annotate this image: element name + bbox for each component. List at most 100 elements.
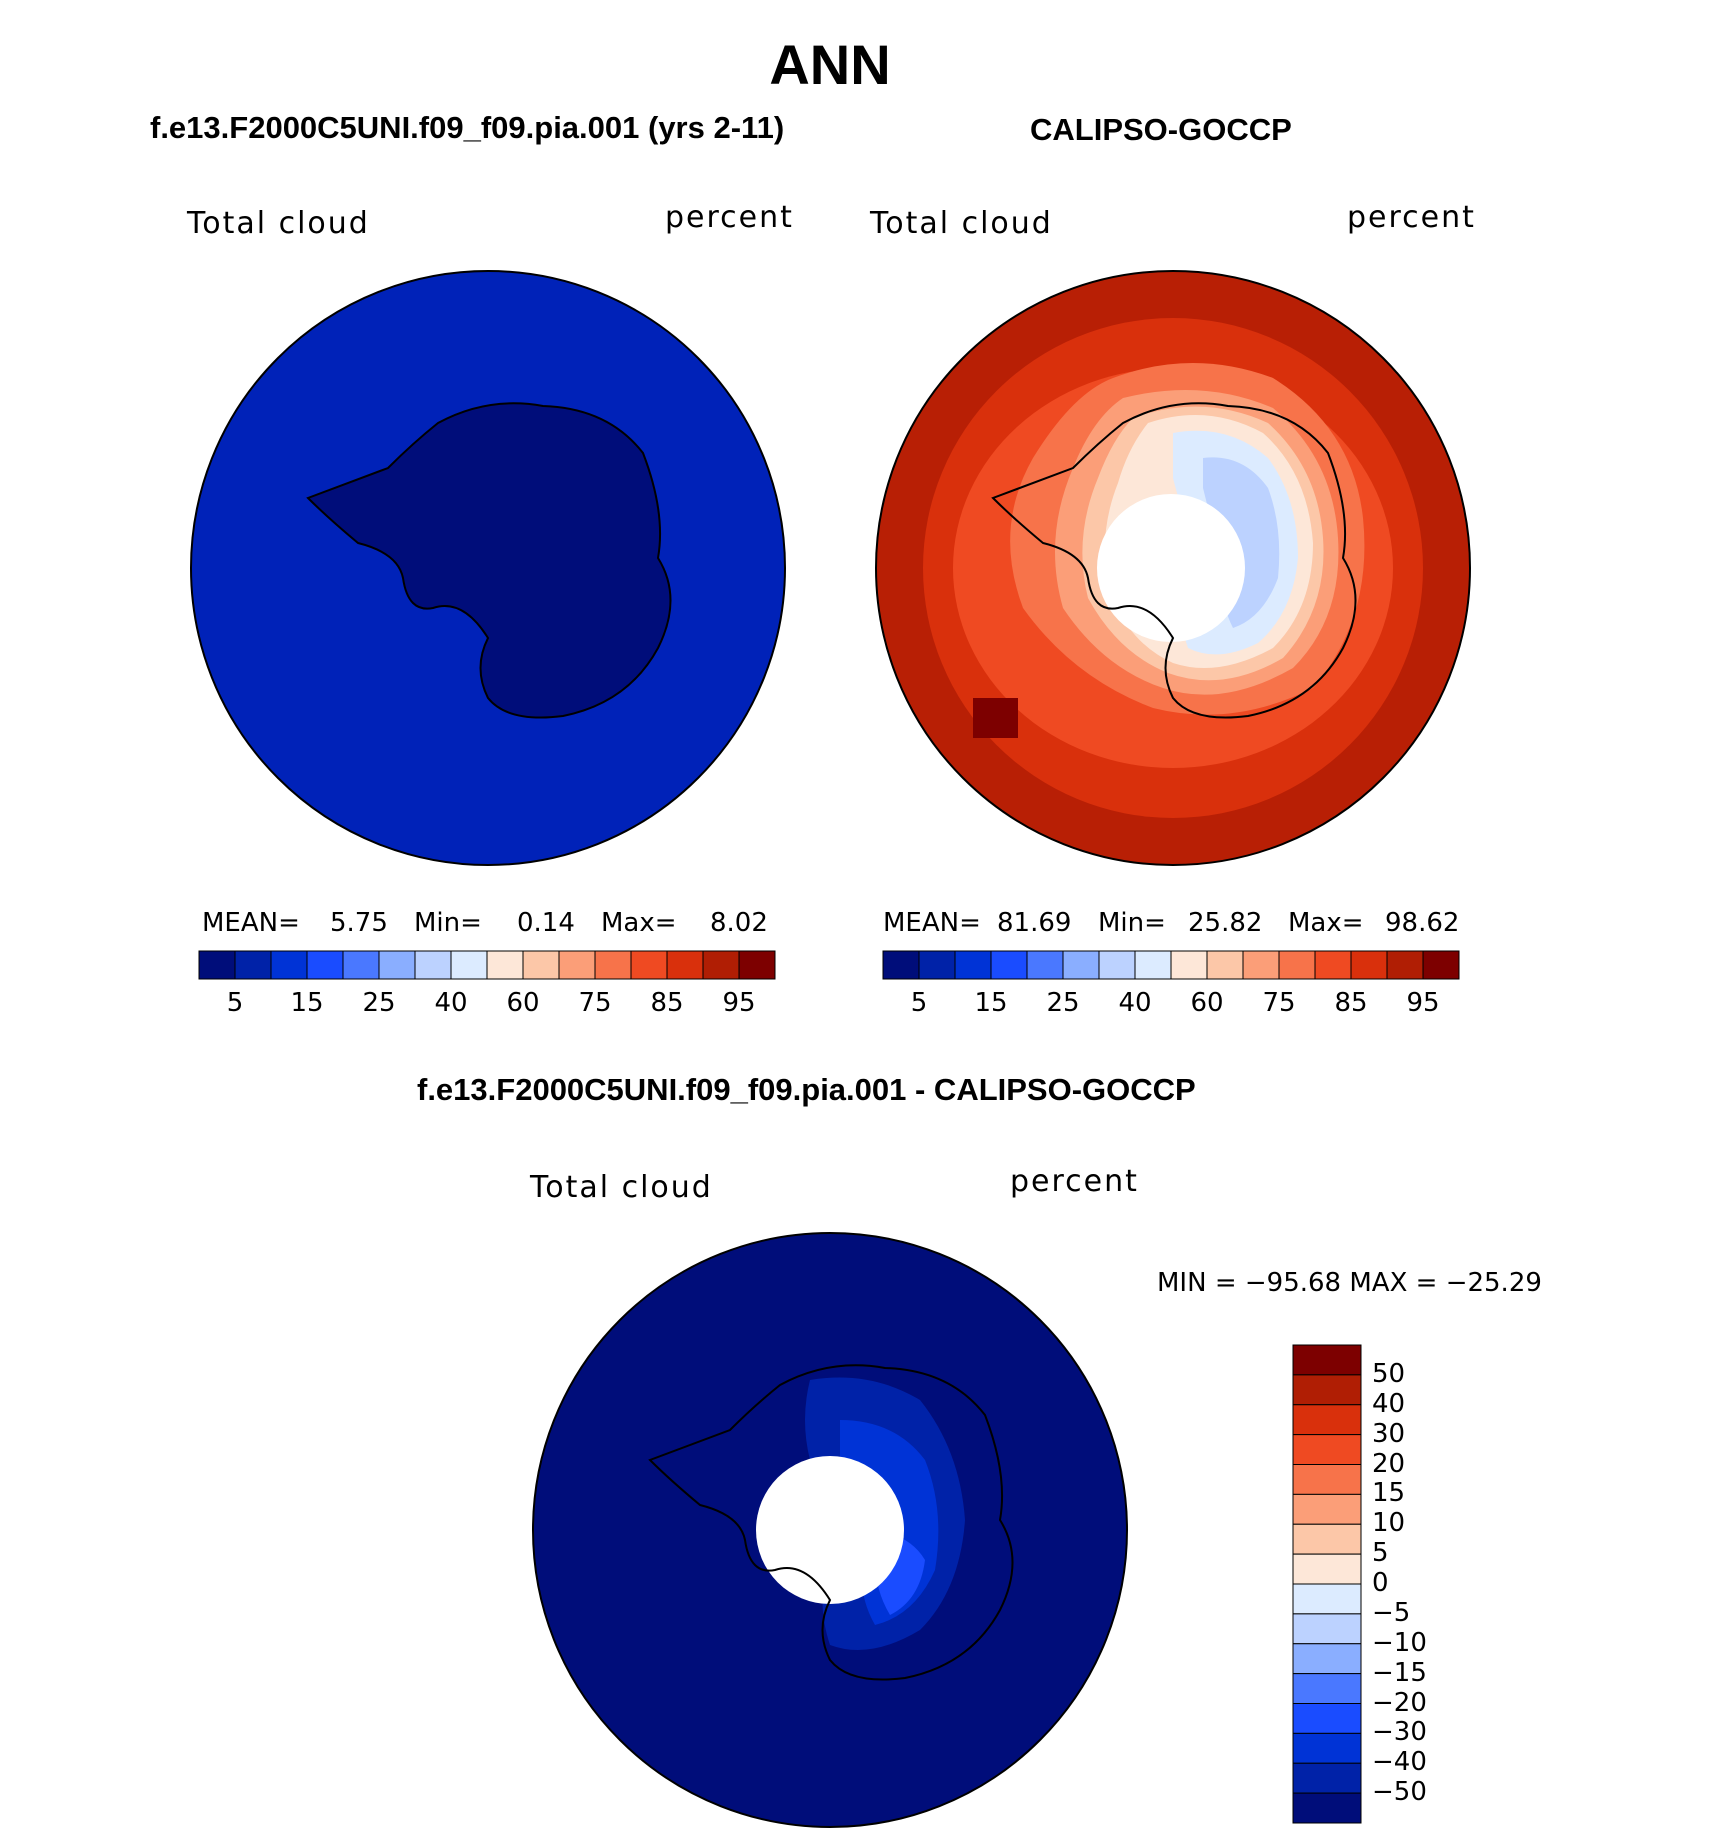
colorbar-tick-label: 85 (650, 988, 684, 1018)
colorbar-swatch (1350, 950, 1388, 980)
panel2-mean-value: 81.69 (997, 908, 1072, 938)
colorbar-swatch (1292, 1493, 1362, 1525)
colorbar-swatch (918, 950, 956, 980)
colorbar-tick-label: 15 (290, 988, 324, 1018)
colorbar-swatch (1062, 950, 1100, 980)
colorbar-swatch (1170, 950, 1208, 980)
colorbar-swatch (1292, 1613, 1362, 1645)
map-difference (532, 1232, 1128, 1828)
colorbar-swatch (1098, 950, 1136, 980)
colorbar-tick-label: 60 (1190, 988, 1224, 1018)
colorbar-swatch (1422, 950, 1460, 980)
colorbar-tick-label: −15 (1372, 1657, 1427, 1688)
map-outline (190, 270, 786, 866)
colorbar-swatch (270, 950, 308, 980)
colorbar-swatch (594, 950, 632, 980)
colorbar-tick-label: 75 (1262, 988, 1296, 1018)
colorbar-swatch (630, 950, 668, 980)
colorbar-swatch (1292, 1553, 1362, 1585)
colorbar-swatch (954, 950, 992, 980)
colorbar-swatch (1292, 1523, 1362, 1555)
panel2-max-value: 98.62 (1385, 908, 1460, 938)
map-model (190, 270, 786, 866)
colorbar-tick-label: 0 (1372, 1568, 1389, 1598)
colorbar-tick-label: −10 (1372, 1627, 1427, 1658)
panel1-mean-value: 5.75 (330, 908, 388, 938)
panel2-min-value: 25.82 (1188, 908, 1263, 938)
diff-variable-label: Total cloud (530, 1170, 713, 1205)
colorbar-swatch (1292, 1703, 1362, 1734)
diff-units-label: percent (1010, 1164, 1139, 1199)
panel1-min-label: Min= (414, 908, 482, 938)
colorbar-swatch (1292, 1792, 1362, 1824)
colorbar-swatch (1292, 1583, 1362, 1615)
colorbar-swatch (522, 950, 560, 980)
colorbar-tick-label: 95 (722, 988, 756, 1018)
antarctica-coastline (306, 402, 672, 719)
colorbar-swatch (1292, 1732, 1362, 1764)
pole-hole (1097, 494, 1245, 642)
map-outline (532, 1232, 1128, 1828)
colorbar-swatch (1386, 950, 1424, 980)
colorbar-tick-label: 5 (1372, 1538, 1389, 1569)
colorbar-tick-label: 75 (578, 988, 612, 1018)
colorbar-swatch (1314, 950, 1352, 980)
colorbar-swatch (234, 950, 272, 980)
colorbar-swatch (1278, 950, 1316, 980)
colorbar-swatch (1292, 1673, 1362, 1704)
colorbar-swatch (450, 950, 488, 980)
colorbar-tick-label: −5 (1372, 1597, 1411, 1628)
panel2-title: CALIPSO-GOCCP (1030, 112, 1292, 147)
colorbar-tick-label: 40 (1372, 1388, 1406, 1419)
colorbar-tick-label: 60 (506, 988, 540, 1018)
panel1-min-value: 0.14 (517, 908, 575, 938)
colorbar-swatch (414, 950, 452, 980)
panel2-units-label: percent (1347, 200, 1476, 235)
panel1-mean-label: MEAN= (202, 908, 300, 938)
colorbar-tick-label: 20 (1372, 1448, 1406, 1479)
colorbar-swatch (1292, 1464, 1362, 1495)
panel2-min-label: Min= (1098, 908, 1166, 938)
colorbar-swatch (1292, 1643, 1362, 1675)
colorbar-swatch (342, 950, 380, 980)
colorbar-tick-label: 25 (1046, 988, 1080, 1018)
map-outline (875, 270, 1471, 866)
panel2-mean-label: MEAN= (883, 908, 981, 938)
colorbar-tick-label: 85 (1334, 988, 1368, 1018)
colorbar-tick-label: −50 (1372, 1777, 1427, 1808)
colorbar-panel2 (882, 950, 1460, 980)
colorbar-swatch (558, 950, 596, 980)
diff-panel-title: f.e13.F2000C5UNI.f09_f09.pia.001 - CALIP… (417, 1072, 1196, 1107)
colorbar-swatch (1292, 1344, 1362, 1376)
antarctica-shading (308, 403, 671, 718)
colorbar-swatch (1242, 950, 1280, 980)
pole-hole (756, 1456, 904, 1604)
colorbar-tick-label: 95 (1406, 988, 1440, 1018)
colorbar-swatch (1026, 950, 1064, 980)
antarctica-coastline (991, 402, 1357, 719)
colorbar-swatch (702, 950, 740, 980)
colorbar-tick-label: 10 (1372, 1508, 1406, 1539)
colorbar-swatch (378, 950, 416, 980)
colorbar-swatch (1292, 1374, 1362, 1406)
panel1-title: f.e13.F2000C5UNI.f09_f09.pia.001 (yrs 2-… (150, 110, 785, 145)
colorbar-swatch (990, 950, 1028, 980)
colorbar-swatch (1206, 950, 1244, 980)
colorbar-swatch (1292, 1434, 1362, 1465)
colorbar-tick-label: −20 (1372, 1687, 1427, 1718)
panel1-units-label: percent (665, 200, 794, 235)
colorbar-tick-label: 40 (434, 988, 468, 1018)
panel1-max-value: 8.02 (710, 908, 768, 938)
panel2-max-label: Max= (1288, 908, 1364, 938)
colorbar-swatch (738, 950, 776, 980)
colorbar-swatch (666, 950, 704, 980)
colorbar-swatch (1292, 1762, 1362, 1794)
colorbar-tick-label: 30 (1372, 1418, 1406, 1449)
colorbar-panel1 (198, 950, 776, 980)
colorbar-tick-label: 50 (1372, 1358, 1406, 1389)
panel2-variable-label: Total cloud (870, 206, 1053, 241)
antarctica-coastline (648, 1364, 1014, 1681)
colorbar-swatch (306, 950, 344, 980)
colorbar-tick-label: 15 (974, 988, 1008, 1018)
colorbar-swatch (882, 950, 920, 980)
